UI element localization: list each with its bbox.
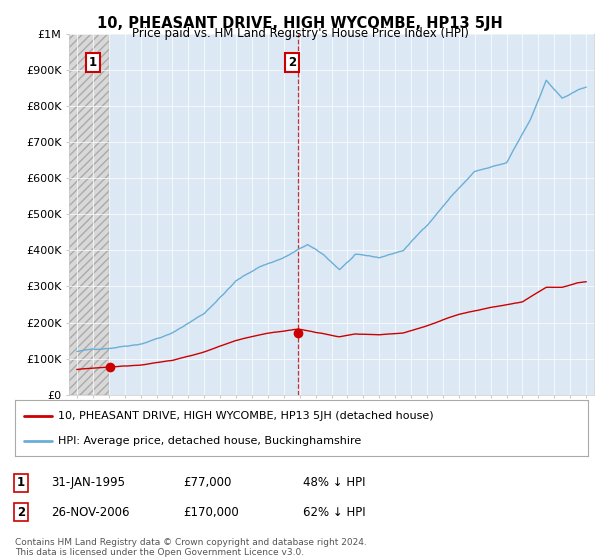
- Text: Price paid vs. HM Land Registry's House Price Index (HPI): Price paid vs. HM Land Registry's House …: [131, 27, 469, 40]
- Text: Contains HM Land Registry data © Crown copyright and database right 2024.
This d: Contains HM Land Registry data © Crown c…: [15, 538, 367, 557]
- Text: 48% ↓ HPI: 48% ↓ HPI: [303, 476, 365, 489]
- Text: 2: 2: [17, 506, 25, 519]
- Text: 10, PHEASANT DRIVE, HIGH WYCOMBE, HP13 5JH: 10, PHEASANT DRIVE, HIGH WYCOMBE, HP13 5…: [97, 16, 503, 31]
- Text: 10, PHEASANT DRIVE, HIGH WYCOMBE, HP13 5JH (detached house): 10, PHEASANT DRIVE, HIGH WYCOMBE, HP13 5…: [58, 410, 434, 421]
- Text: £77,000: £77,000: [183, 476, 232, 489]
- Text: 26-NOV-2006: 26-NOV-2006: [51, 506, 130, 519]
- Text: 1: 1: [89, 56, 97, 69]
- Text: 62% ↓ HPI: 62% ↓ HPI: [303, 506, 365, 519]
- Text: HPI: Average price, detached house, Buckinghamshire: HPI: Average price, detached house, Buck…: [58, 436, 361, 446]
- Text: 1: 1: [17, 476, 25, 489]
- Text: 31-JAN-1995: 31-JAN-1995: [51, 476, 125, 489]
- Text: 2: 2: [287, 56, 296, 69]
- Text: £170,000: £170,000: [183, 506, 239, 519]
